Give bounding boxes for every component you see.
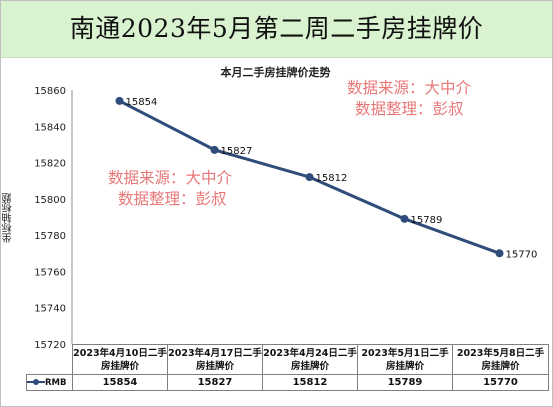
- watermark-source-text: 数据来源：大中介: [108, 169, 233, 187]
- data-label: 15789: [411, 215, 443, 226]
- data-point: [400, 214, 409, 223]
- category-cell: 2023年4月10日二手房挂牌价: [72, 344, 168, 375]
- legend-key: RMB: [26, 374, 73, 391]
- title-banner: 南通2023年5月第二周二手房挂牌价: [1, 1, 552, 58]
- watermark-author-text: 数据整理：彭叔: [118, 190, 227, 208]
- data-point: [210, 145, 219, 154]
- y-tick-label: 15800: [34, 195, 66, 206]
- y-tick-label: 15780: [34, 231, 66, 242]
- watermark-middle: 数据来源：大中介 数据整理：彭叔: [108, 168, 232, 210]
- value-cell: 15854: [72, 374, 168, 391]
- series-name: RMB: [45, 377, 67, 388]
- watermark-source-text: 数据来源：大中介: [347, 79, 472, 97]
- legend-line-icon: [27, 378, 45, 385]
- data-label: 15770: [506, 249, 538, 260]
- category-cell: 2023年5月8日二手房挂牌价: [452, 344, 549, 375]
- data-label: 15854: [126, 97, 158, 108]
- value-cell: 15827: [167, 374, 263, 391]
- y-tick-label: 15740: [34, 304, 66, 315]
- watermark-top: 数据来源：大中介 数据整理：彭叔: [347, 78, 471, 120]
- data-point: [115, 96, 124, 105]
- y-tick-label: 15760: [34, 267, 66, 278]
- value-cell: 15789: [357, 374, 453, 391]
- data-label: 15827: [221, 146, 253, 157]
- category-cell: 2023年4月17日二手房挂牌价: [167, 344, 263, 375]
- data-label: 15812: [316, 173, 348, 184]
- value-cell: 15770: [452, 374, 549, 391]
- value-cell: 15812: [262, 374, 358, 391]
- data-point: [305, 173, 314, 182]
- data-table-corner: [26, 344, 73, 375]
- y-tick-label: 15820: [34, 159, 66, 170]
- watermark-author-text: 数据整理：彭叔: [355, 100, 464, 118]
- data-point: [495, 249, 504, 258]
- y-tick-label: 15840: [34, 122, 66, 133]
- data-table: 2023年4月10日二手房挂牌价 2023年4月17日二手房挂牌价 2023年4…: [26, 344, 549, 391]
- category-cell: 2023年4月24日二手房挂牌价: [262, 344, 358, 375]
- category-cell: 2023年5月1日二手房挂牌价: [357, 344, 453, 375]
- banner-title: 南通2023年5月第二周二手房挂牌价: [69, 14, 484, 43]
- y-tick-label: 15860: [34, 86, 66, 97]
- chart-title: 本月二手房挂牌价走势: [220, 66, 331, 79]
